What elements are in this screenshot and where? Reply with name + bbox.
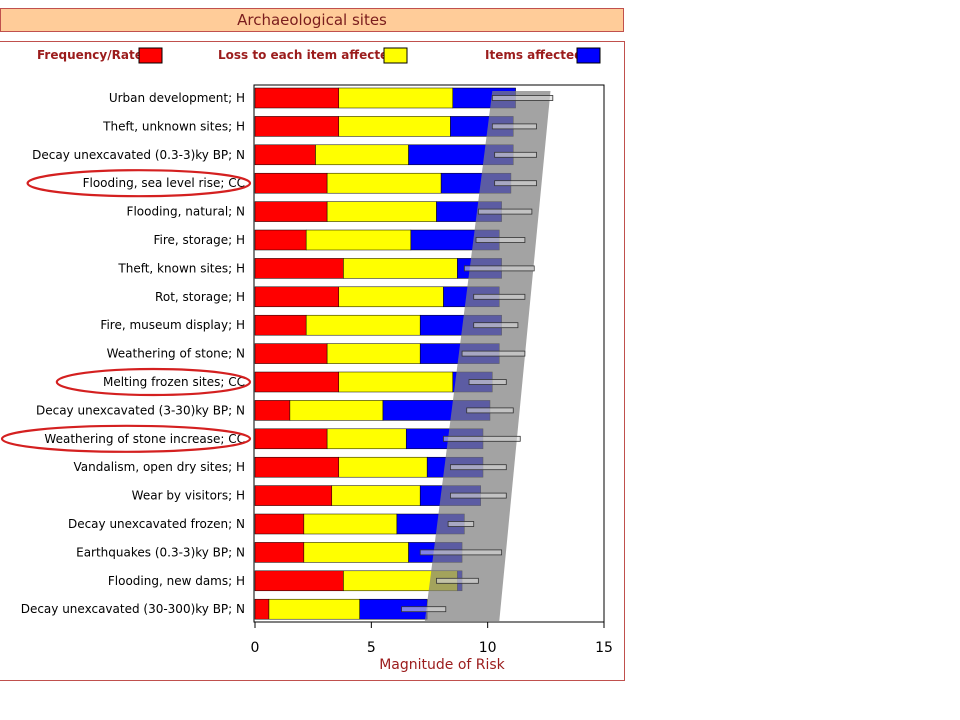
category-label: Urban development; H <box>109 91 245 105</box>
category-label: Flooding, new dams; H <box>108 574 245 588</box>
bar-segment <box>338 286 444 308</box>
category-label: Theft, unknown sites; H <box>102 119 245 133</box>
error-bar <box>401 606 447 613</box>
highlight-ellipse <box>0 424 252 453</box>
category-label: Flooding, sea level rise; CC <box>83 176 245 190</box>
error-bar <box>443 435 521 442</box>
category-labels: Urban development; H Theft, unknown sites… <box>21 91 245 616</box>
bar-segment <box>254 485 333 506</box>
x-tick-label: 10 <box>479 640 497 656</box>
error-bar <box>475 237 526 243</box>
error-bar <box>466 407 514 414</box>
legend-label: Loss to each item affected <box>218 48 397 62</box>
error-bar <box>477 208 533 215</box>
category-label: Fire, museum display; H <box>100 318 245 332</box>
bar-segment <box>254 314 307 336</box>
category-label: Vandalism, open dry sites; H <box>74 460 245 474</box>
bar-segment <box>303 542 409 563</box>
error-bar <box>491 95 554 101</box>
bar-segment <box>254 229 307 251</box>
legend: Frequency/Rate Loss to each item affected… <box>37 47 601 64</box>
bar-segment <box>254 172 328 194</box>
error-bar <box>473 293 526 300</box>
x-axis-title: Magnitude of Risk <box>379 657 505 673</box>
bar-segment <box>338 456 428 478</box>
category-label: Flooding, natural; N <box>127 205 245 219</box>
category-label: Decay unexcavated (0.3-3)ky BP; N <box>32 148 245 162</box>
bar-segment <box>254 144 316 166</box>
category-label: Decay unexcavated (30-300)ky BP; N <box>21 602 245 616</box>
category-label: Melting frozen sites; CC <box>103 375 245 389</box>
highlight-ellipses <box>0 169 252 453</box>
error-bar <box>491 123 537 130</box>
category-label: Fire, storage; H <box>153 233 245 247</box>
bar-segment <box>254 456 340 478</box>
bar-segment <box>338 371 454 393</box>
bar-segment <box>254 598 270 620</box>
category-label: Weathering of stone; N <box>107 347 245 361</box>
highlight-ellipse <box>26 169 252 198</box>
x-tick-label: 15 <box>595 640 613 656</box>
bar-segment <box>254 87 340 109</box>
category-label: Theft, known sites; H <box>117 261 245 275</box>
legend-swatch <box>138 47 163 64</box>
whiskers-layer <box>401 95 554 613</box>
bar-segment <box>338 87 454 109</box>
bar-segment <box>254 542 305 563</box>
bar-segment <box>315 144 409 166</box>
error-bar <box>473 322 519 329</box>
bar-segment <box>254 428 328 450</box>
bar-segment <box>254 513 305 535</box>
error-bar <box>450 464 507 471</box>
bar-segment <box>326 343 421 364</box>
bar-segment <box>326 172 442 194</box>
chart-title: Archaeological sites <box>0 8 624 32</box>
bar-segment <box>326 428 407 450</box>
category-label: Decay unexcavated frozen; N <box>68 517 245 531</box>
bar-segment <box>254 258 344 279</box>
legend-swatch <box>576 47 601 64</box>
bar-segment <box>254 286 340 308</box>
bar-segment <box>254 201 328 222</box>
legend-label: Frequency/Rate <box>37 48 143 62</box>
category-label: Rot, storage; H <box>155 290 245 304</box>
bar-segment <box>254 371 340 393</box>
error-bar <box>419 549 503 556</box>
error-bar <box>463 265 535 272</box>
category-label: Earthquakes (0.3-3)ky BP; N <box>76 545 245 559</box>
bar-segment <box>343 258 458 279</box>
bar-segment <box>305 229 412 251</box>
x-axis-ticks: 0 5 10 15 <box>251 622 613 656</box>
bar-segment <box>331 485 421 506</box>
bar-segment <box>254 400 291 421</box>
category-label: Decay unexcavated (3-30)ky BP; N <box>36 403 245 417</box>
error-bar <box>447 521 475 527</box>
category-label: Weathering of stone increase; CC <box>44 432 245 446</box>
bar-segment <box>254 116 340 137</box>
error-bar <box>436 577 479 584</box>
legend-label: Items affected <box>485 48 583 62</box>
bar-segment <box>254 343 328 364</box>
error-bar <box>494 151 537 158</box>
error-bar <box>461 350 526 357</box>
bar-segment <box>326 201 437 222</box>
bar-segment <box>268 598 360 620</box>
bar-segment <box>289 400 384 421</box>
bar-segment <box>254 570 344 592</box>
legend-swatch <box>383 47 408 64</box>
x-tick-label: 0 <box>251 640 260 656</box>
category-label: Wear by visitors; H <box>132 489 245 503</box>
error-bar <box>494 180 537 187</box>
x-tick-label: 5 <box>367 640 376 656</box>
error-bar <box>450 492 507 499</box>
highlight-ellipse <box>55 367 252 397</box>
bar-segment <box>338 116 451 137</box>
error-bar <box>468 379 507 385</box>
bar-segment <box>303 513 398 535</box>
bar-segment <box>305 314 421 336</box>
